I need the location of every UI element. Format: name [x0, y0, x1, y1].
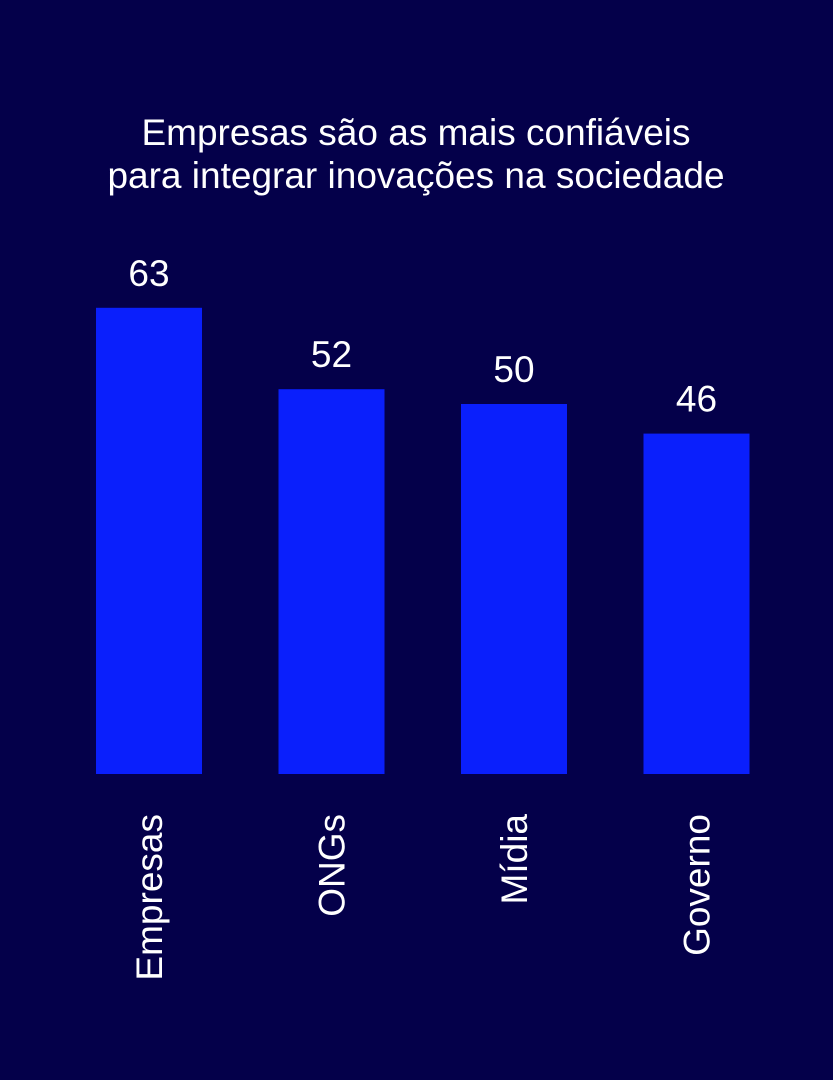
- bars-group: 63 Empresas 52 ONGs 50 Mídia 46 Governo: [96, 253, 750, 981]
- category-label-ongs: ONGs: [312, 814, 353, 917]
- bar-governo: [643, 433, 750, 774]
- category-label-governo: Governo: [677, 814, 718, 956]
- category-label-empresas: Empresas: [129, 814, 170, 981]
- chart-title-line-1: Empresas são as mais confiáveis: [141, 112, 690, 153]
- bar-empresas: [96, 307, 202, 774]
- value-label-mídia: 50: [493, 349, 534, 390]
- category-label-mídia: Mídia: [494, 814, 535, 905]
- value-label-ongs: 52: [311, 334, 352, 375]
- value-label-governo: 46: [676, 379, 717, 420]
- chart-title-line-2: para integrar inovações na sociedade: [107, 155, 724, 196]
- bar-ongs: [278, 389, 385, 774]
- bar-mídia: [461, 404, 567, 774]
- value-label-empresas: 63: [128, 253, 169, 294]
